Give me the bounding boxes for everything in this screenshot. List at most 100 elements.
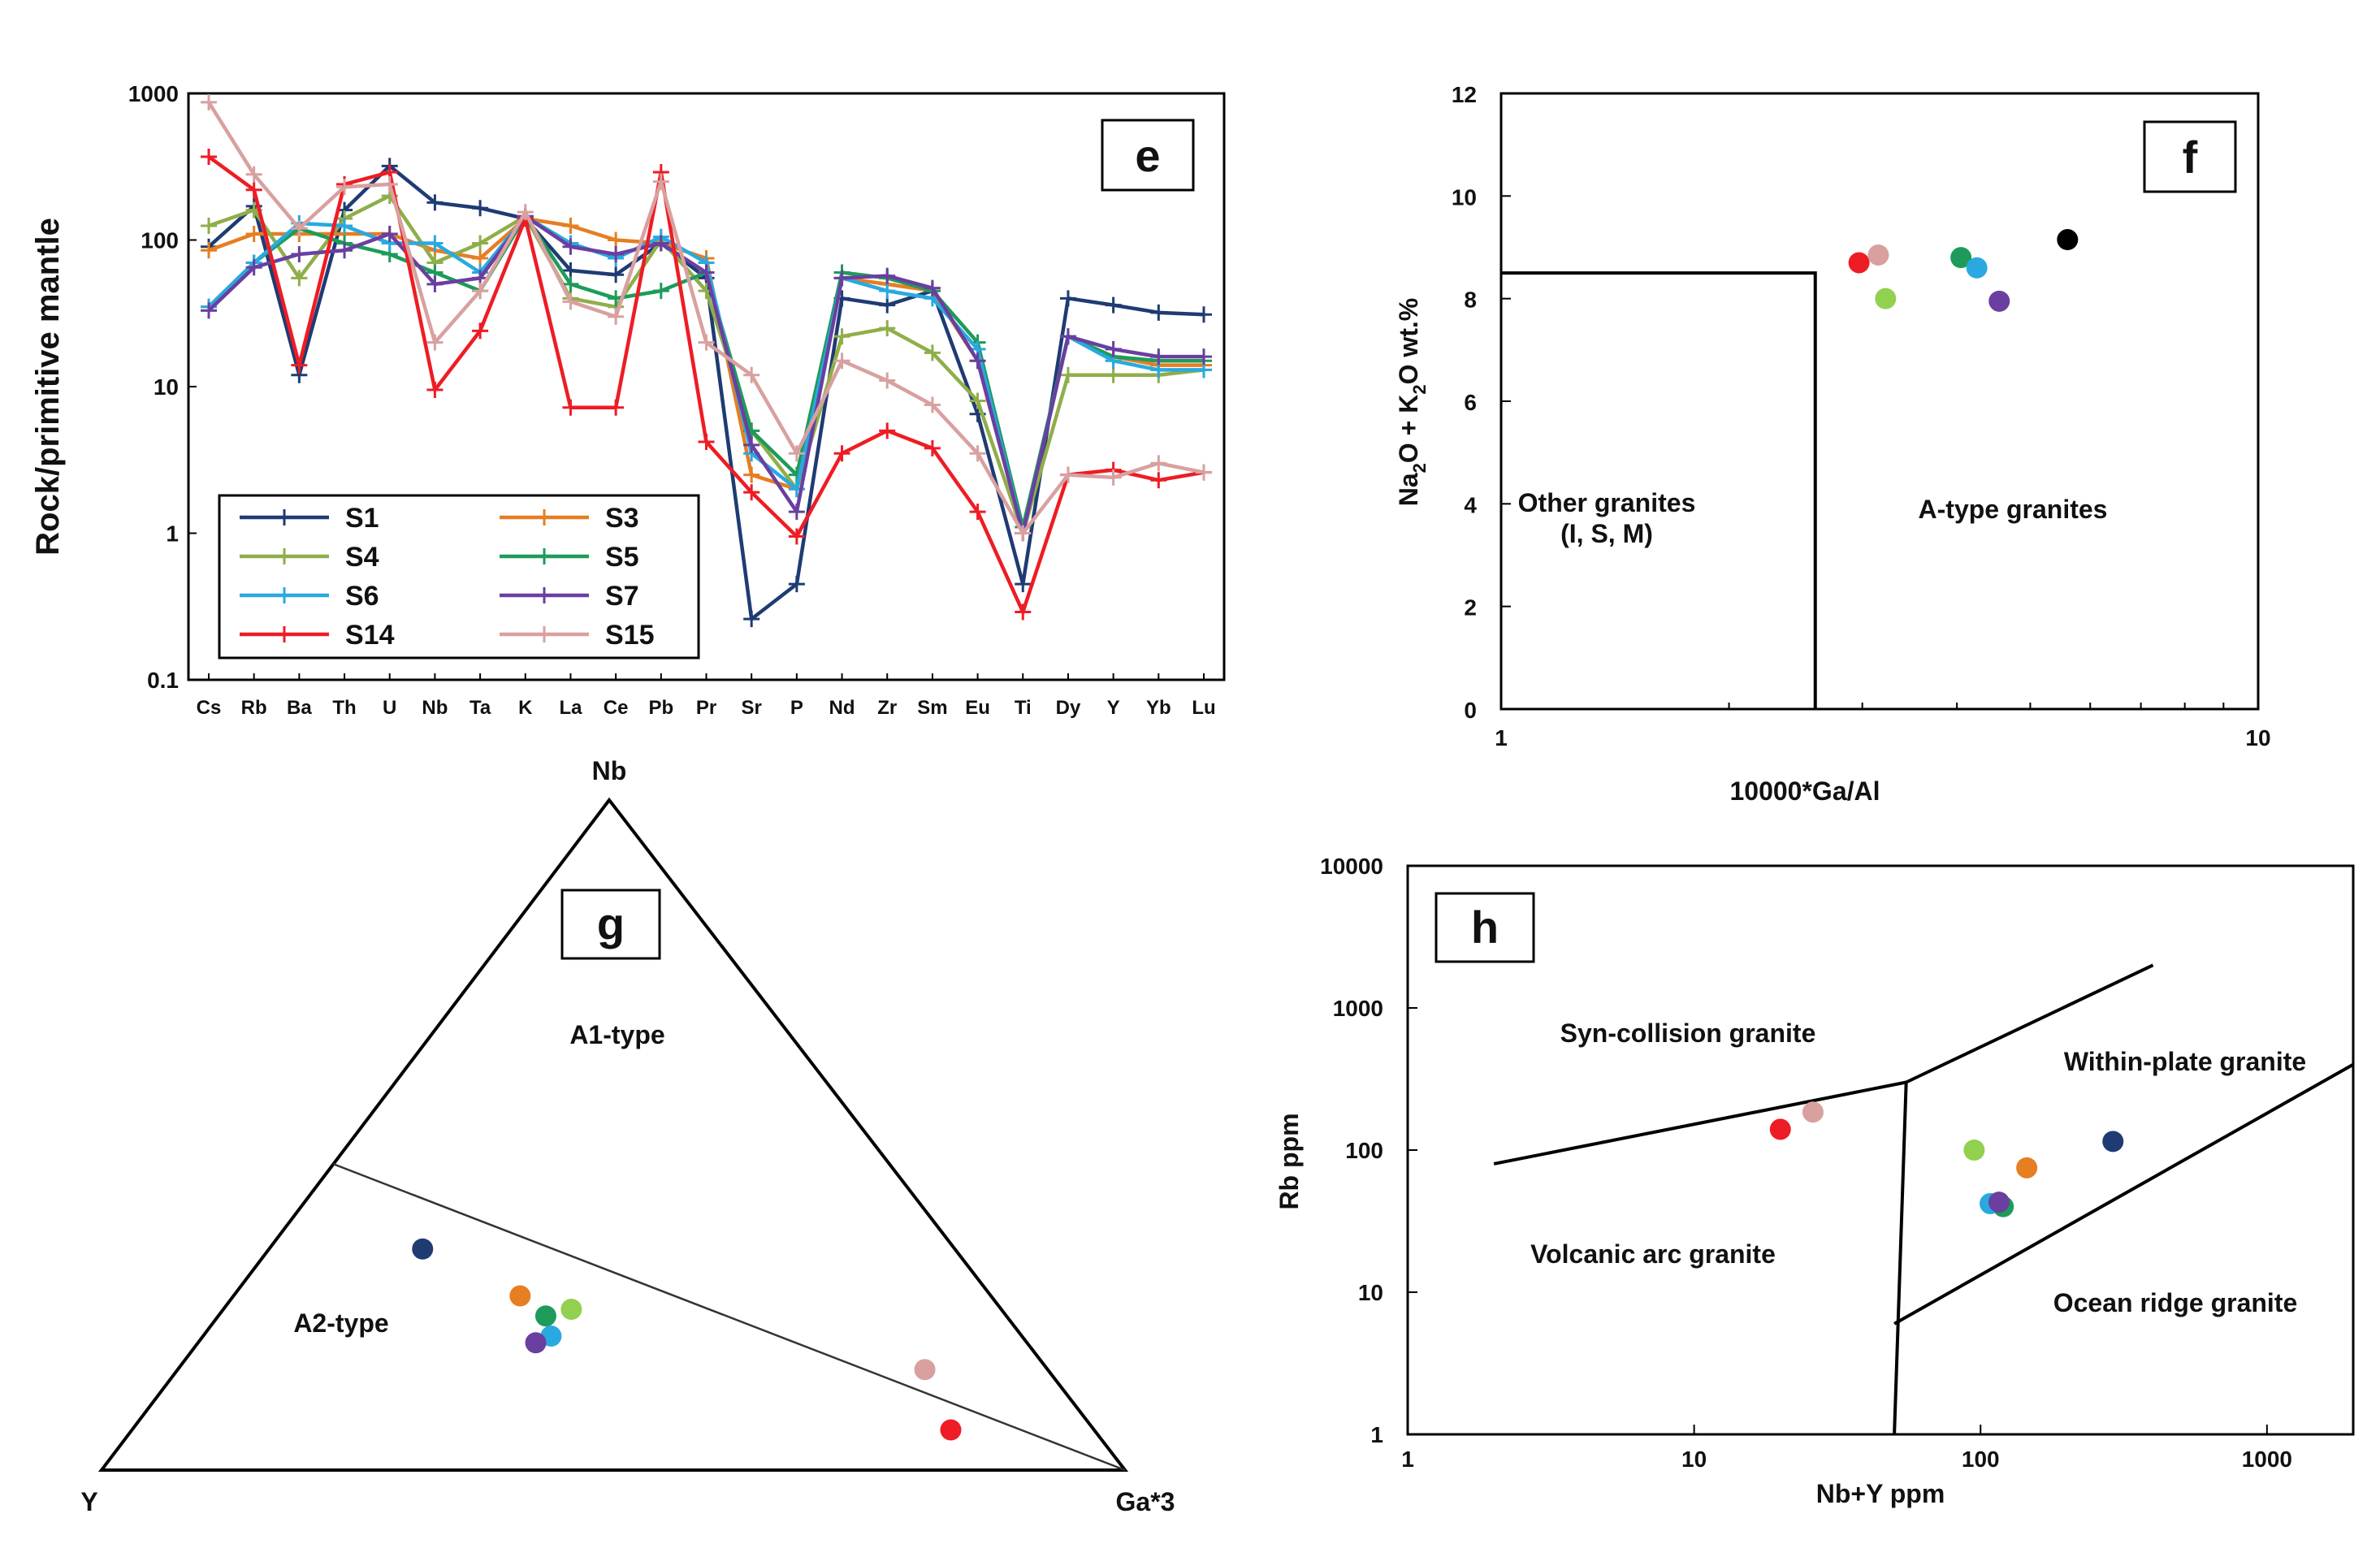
h-xtick-label: 1000 (2242, 1447, 2292, 1472)
panel-f-xlabel: 10000*Ga/Al (1729, 776, 1880, 806)
point-s7-nb (426, 275, 444, 292)
point-s4-dy (1059, 366, 1076, 383)
point-s14-nb (426, 382, 444, 399)
point-s15-th (336, 179, 353, 196)
g-point-s5 (534, 1305, 556, 1327)
e-xtick-label-ti: Ti (1015, 697, 1032, 719)
point-s15-p (788, 445, 805, 462)
h-point-s14 (1769, 1118, 1791, 1140)
e-xtick-label-th: Th (332, 697, 356, 719)
h-point-s7 (1988, 1192, 2010, 1213)
e-xtick-label-la: La (559, 697, 582, 719)
point-s1-zr (879, 296, 896, 314)
panel-g-label-box (560, 889, 661, 960)
e-xtick-label-ce: Ce (604, 697, 629, 719)
point-s14-ti (1015, 603, 1032, 621)
g-point-s15 (914, 1359, 936, 1381)
h-ytick-label: 100 (1345, 1138, 1383, 1163)
point-s14-ta (472, 322, 489, 340)
point-s7-lu (1196, 348, 1212, 365)
point-s7-y (1105, 340, 1122, 357)
f-xtick-label: 10 (2245, 725, 2270, 750)
region-other-granites: Other granites (1518, 488, 1696, 517)
e-xtick-label-ba: Ba (287, 697, 312, 719)
point-s14-yb (1150, 472, 1167, 489)
point-s14-sr (743, 484, 760, 501)
h-ytick-label: 10000 (1320, 854, 1383, 879)
f-ytick-label: 12 (1452, 82, 1477, 107)
h-ytick-label: 1 (1370, 1422, 1383, 1447)
point-s14-p (788, 528, 805, 545)
region-syn-collision: Syn-collision granite (1560, 1019, 1816, 1048)
point-s15-ta (472, 283, 489, 300)
point-s3-rb (245, 226, 262, 243)
point-s7-p (788, 504, 805, 521)
e-ytick-label: 1 (166, 521, 179, 547)
region-within-plate: Within-plate granite (2064, 1047, 2306, 1076)
point-s14-pr (698, 434, 715, 451)
point-s15-u (381, 175, 398, 192)
e-xtick-label-yb: Yb (1146, 697, 1171, 719)
point-s4-zr (879, 320, 896, 337)
panel-f-frame (1499, 92, 2260, 711)
point-s15-y (1105, 469, 1122, 486)
panel-f-boundary-line (1501, 271, 1817, 709)
legend-label-s1: S1 (345, 503, 379, 534)
point-s1-nb (426, 194, 444, 211)
panel-f-label-box (2143, 120, 2237, 193)
h-xtick-label: 10 (1681, 1447, 1707, 1472)
point-s7-pb (652, 235, 669, 252)
point-s7-ba (291, 245, 308, 262)
e-xtick-label-rb: Rb (241, 697, 267, 719)
point-s15-dy (1059, 466, 1076, 483)
point-s1-ta (472, 200, 489, 217)
point-s15-yb (1150, 455, 1167, 472)
point-s15-pr (698, 334, 715, 351)
point-s7-pr (698, 264, 715, 281)
point-s7-nd (833, 270, 850, 287)
e-xtick-label-nd: Nd (829, 697, 855, 719)
f-point-s7 (1988, 290, 2010, 312)
h-ytick-label: 1000 (1333, 996, 1383, 1021)
legend-label-s4: S4 (345, 542, 379, 573)
point-s7-dy (1059, 328, 1076, 345)
e-xtick-label-k: K (518, 697, 533, 719)
panel-h-xlabel: Nb+Y ppm (1816, 1479, 1945, 1508)
point-s1-y (1105, 296, 1122, 314)
panel-e-label: e (1135, 130, 1160, 181)
point-s15-ba (291, 220, 308, 237)
point-s15-ti (1015, 525, 1032, 542)
f-ytick-label: 2 (1464, 595, 1477, 621)
point-s14-nd (833, 445, 850, 462)
point-s15-nd (833, 352, 850, 370)
g-point-s1 (412, 1238, 434, 1260)
legend-label-s5: S5 (605, 542, 639, 573)
e-xtick-label-eu: Eu (965, 697, 990, 719)
legend-label-s15: S15 (605, 620, 655, 651)
point-s15-rb (245, 166, 262, 183)
point-s7-eu (969, 352, 986, 370)
h-point-s1 (2102, 1131, 2124, 1153)
f-ytick-label: 4 (1464, 492, 1477, 517)
point-s7-ce (608, 245, 625, 262)
e-xtick-label-lu: Lu (1192, 697, 1215, 719)
panel-g-ternary: Nb Y Ga*3 A1-type A2-type g (80, 756, 1175, 1516)
ternary-triangle (97, 797, 1129, 1472)
point-s14-rb (245, 181, 262, 198)
point-s5-la (562, 275, 579, 292)
point-s4-nd (833, 328, 850, 345)
f-point-s6 (1966, 257, 1988, 279)
point-s15-sr (743, 366, 760, 383)
h-ytick-label: 10 (1358, 1280, 1383, 1305)
point-s14-ce (608, 399, 625, 416)
panel-f-label: f (2183, 132, 2198, 183)
point-s7-cs (201, 302, 217, 319)
boundary-volcanic-within (1893, 1082, 1908, 1435)
point-s1-ce (608, 266, 625, 283)
boundary-syn-within (1905, 963, 2154, 1084)
point-s3-la (562, 218, 579, 235)
point-s7-zr (879, 267, 896, 284)
point-s14-sm (924, 439, 941, 456)
point-s6-nb (426, 235, 444, 252)
point-s4-ta (472, 235, 489, 252)
